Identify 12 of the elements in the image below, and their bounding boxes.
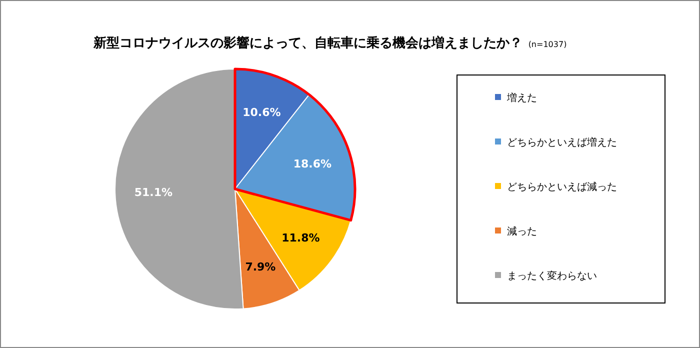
data-label: 10.6% xyxy=(242,106,281,119)
chart-title: 新型コロナウイルスの影響によって、自転車に乗る機会は増えましたか？ xyxy=(92,35,522,51)
legend-label: まったく変わらない xyxy=(507,270,597,282)
chart-subtitle: (n=1037) xyxy=(528,40,567,49)
legend-label: 減った xyxy=(507,226,537,238)
data-label: 11.8% xyxy=(282,231,320,244)
data-label: 18.6% xyxy=(293,157,332,170)
data-label: 51.1% xyxy=(134,186,173,199)
legend-label: 増えた xyxy=(506,92,537,104)
legend-label: どちらかといえば増えた xyxy=(507,136,617,148)
legend-label: どちらかといえば減った xyxy=(507,181,617,193)
data-label: 7.9% xyxy=(245,260,276,274)
